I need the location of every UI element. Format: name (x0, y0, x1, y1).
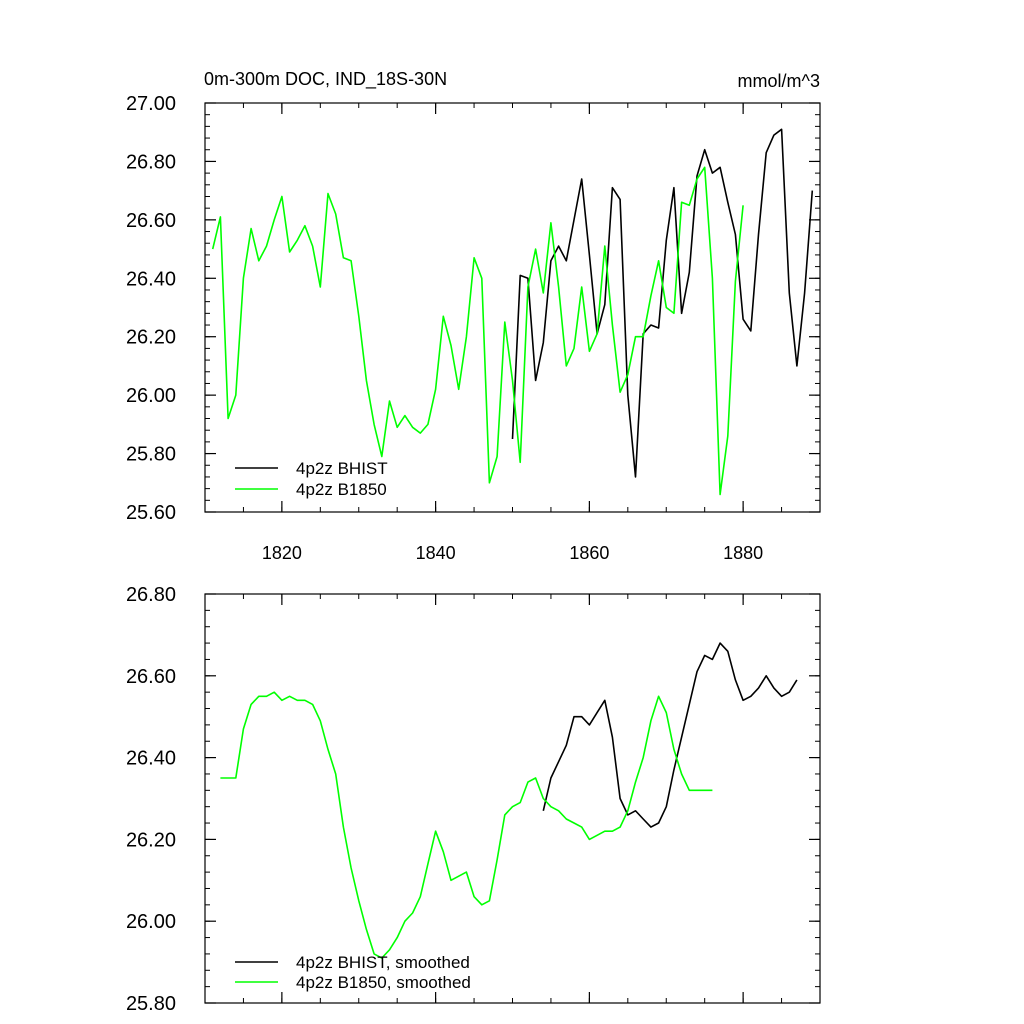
bottom-panel: 25.80 26.00 26.20 26.40 26.60 26.80 4p2z BHIST… (126, 584, 821, 1015)
y-tick-label: 26.80 (126, 584, 176, 606)
y-tick-label: 25.80 (126, 444, 176, 466)
legend-label: 4p2z B1850, smoothed (296, 973, 471, 992)
legend-label: 4p2z BHIST (296, 459, 388, 478)
y-tick-label: 26.40 (126, 268, 176, 290)
series-line-b1850 (211, 166, 744, 496)
y-tick-label: 27.00 (126, 93, 176, 115)
units-label: mmol/m^3 (738, 71, 820, 91)
legend-label: 4p2z BHIST, smoothed (296, 953, 470, 972)
y-tick-label: 26.00 (126, 911, 176, 933)
series-line-b1850 (220, 691, 713, 959)
series-line-bhist (511, 128, 814, 478)
y-tick-label: 26.60 (126, 210, 176, 232)
y-tick-label: 26.20 (126, 327, 176, 349)
chart-title: 0m-300m DOC, IND_18S-30N (204, 69, 447, 90)
y-tick-label: 26.60 (126, 666, 176, 688)
y-tick-label: 26.80 (126, 151, 176, 173)
y-tick-label: 26.00 (126, 385, 176, 407)
x-tick-label: 1880 (723, 543, 763, 563)
y-tick-label: 26.20 (126, 829, 176, 851)
legend-label: 4p2z B1850 (296, 480, 387, 499)
top-panel: 0m-300m DOC, IND_18S-30N mmol/m^3 1820 18… (126, 69, 821, 563)
x-tick-label: 1860 (569, 543, 609, 563)
x-tick-label: 1820 (262, 543, 302, 563)
plot-frame (204, 593, 821, 1004)
plot-frame (204, 102, 821, 513)
y-tick-label: 25.60 (126, 502, 176, 524)
series-line-bhist (542, 642, 798, 828)
y-tick-label: 25.80 (126, 993, 176, 1015)
x-tick-label: 1840 (416, 543, 456, 563)
y-tick-label: 26.40 (126, 748, 176, 770)
